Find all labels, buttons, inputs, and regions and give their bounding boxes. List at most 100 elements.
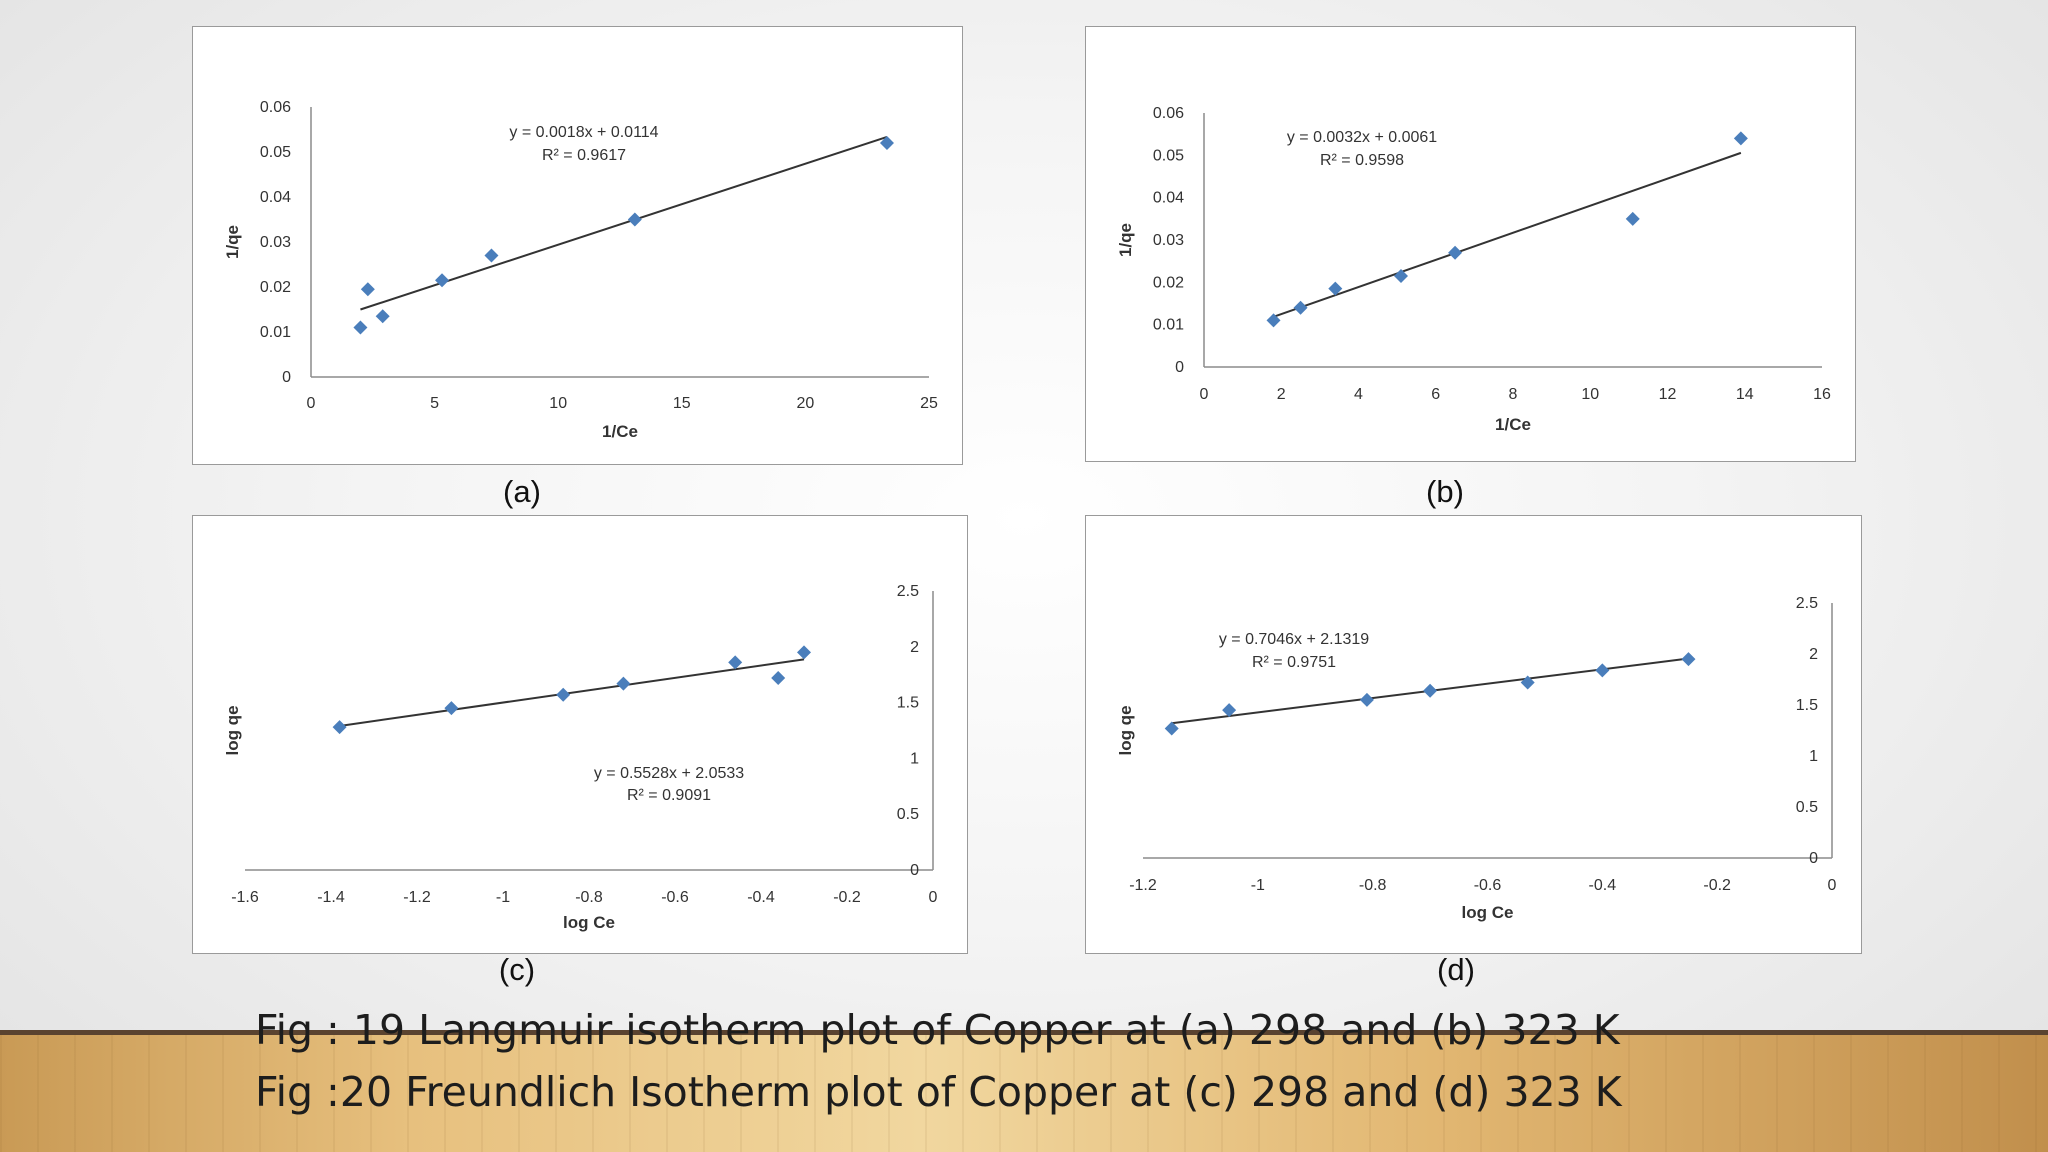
figure-caption-langmuir: Fig : 19 Langmuir isotherm plot of Coppe… bbox=[255, 1006, 1620, 1054]
data-point bbox=[435, 273, 450, 288]
data-point bbox=[1448, 245, 1463, 260]
data-point bbox=[879, 136, 894, 150]
chart-d-plot: -1.2 -1 -0.8 -0.6 -0.4 -0.2 00 0.5 1 1.5 2 2.5 log C… bbox=[1116, 595, 1837, 922]
data-point bbox=[444, 701, 459, 716]
data-point bbox=[1595, 663, 1610, 678]
y-axis-title: 1/qe bbox=[223, 225, 242, 259]
data-point bbox=[1733, 131, 1748, 146]
x-tick-label: -0.6 bbox=[661, 889, 689, 906]
y-axis-title: log qe bbox=[1116, 705, 1135, 755]
y-tick-label: 0 bbox=[1175, 359, 1184, 376]
y-tick-label: 2.5 bbox=[1796, 595, 1818, 612]
x-tick-label: -0.2 bbox=[833, 889, 861, 906]
y-tick-label: 0.02 bbox=[1153, 274, 1184, 291]
data-point bbox=[1164, 721, 1179, 736]
x-tick-label: 2 bbox=[1277, 386, 1286, 403]
x-tick-label: 25 bbox=[920, 395, 938, 412]
chart-panel-a: 0 5 10 15 20 25 0 0.01 0.02 0.03 0.04 0.05 0.06 1/Ce 1… bbox=[192, 26, 963, 465]
r-squared-label: R² = 0.9091 bbox=[627, 787, 711, 804]
data-point bbox=[1293, 300, 1308, 315]
y-tick-label: 0.03 bbox=[1153, 232, 1184, 249]
figure-caption-freundlich: Fig :20 Freundlich Isotherm plot of Copp… bbox=[255, 1068, 1622, 1116]
y-tick-label: 0 bbox=[910, 862, 919, 879]
x-tick-label: -0.4 bbox=[747, 889, 775, 906]
y-tick-label: 0.5 bbox=[1796, 799, 1818, 816]
chart-panel-b: 0 2 4 6 8 10 12 14 16 0 0.01 0.02 0.03 0.04 0.05 0.06 1/… bbox=[1085, 26, 1856, 462]
y-axis-title: log qe bbox=[223, 705, 242, 755]
y-tick-label: 1 bbox=[1809, 748, 1818, 765]
data-point bbox=[797, 645, 811, 660]
r-squared-label: R² = 0.9751 bbox=[1252, 654, 1336, 671]
x-tick-label: -0.4 bbox=[1589, 877, 1617, 894]
y-tick-label: 1.5 bbox=[1796, 697, 1818, 714]
y-tick-label: 0.06 bbox=[260, 99, 291, 116]
x-tick-label: -1.4 bbox=[317, 889, 345, 906]
y-tick-label: 0.01 bbox=[260, 324, 291, 341]
y-tick-label: 0.04 bbox=[260, 189, 291, 206]
y-tick-label: 0.04 bbox=[1153, 190, 1184, 207]
wood-floor-background bbox=[0, 1030, 2048, 1152]
trendline-equation: y = 0.5528x + 2.0533 bbox=[594, 765, 744, 782]
chart-panel-d: -1.2 -1 -0.8 -0.6 -0.4 -0.2 0 0 0.5 1 1.5 2 2.5 log C… bbox=[1085, 515, 1862, 954]
data-point bbox=[1393, 268, 1408, 283]
x-axis-title: 1/Ce bbox=[602, 422, 638, 441]
y-tick-label: 0.02 bbox=[260, 279, 291, 296]
y-axis-title: 1/qe bbox=[1116, 223, 1135, 257]
panel-label-c: (c) bbox=[498, 952, 536, 987]
data-point bbox=[1266, 313, 1281, 328]
trendline bbox=[1273, 151, 1742, 318]
x-tick-label: 4 bbox=[1354, 386, 1363, 403]
x-tick-label: -0.8 bbox=[575, 889, 603, 906]
r-squared-label: R² = 0.9617 bbox=[542, 147, 626, 164]
x-tick-label: 0 bbox=[307, 395, 316, 412]
data-point bbox=[1222, 703, 1237, 718]
r-squared-label: R² = 0.9598 bbox=[1320, 152, 1404, 169]
x-tick-label: 16 bbox=[1813, 386, 1831, 403]
data-point bbox=[1520, 675, 1535, 690]
data-point bbox=[627, 212, 642, 227]
panel-label-b: (b) bbox=[1426, 474, 1464, 509]
trendline-equation: y = 0.0018x + 0.0114 bbox=[509, 124, 658, 141]
x-tick-label: 10 bbox=[549, 395, 567, 412]
x-axis-title: 1/Ce bbox=[1495, 415, 1531, 434]
x-tick-label: 12 bbox=[1659, 386, 1677, 403]
chart-b-plot: 0 2 4 6 8 10 12 14 16 0 0.01 0.02 0.03 0.04 0.05 0.06 1/… bbox=[1116, 105, 1831, 434]
y-tick-label: 0 bbox=[1809, 850, 1818, 867]
y-tick-label: 2 bbox=[910, 639, 919, 656]
data-point bbox=[556, 687, 571, 702]
chart-c-plot: -1.6 -1.4 -1.2 -1 -0.8 -0.6 -0.4 -0.2 00 0.5 1 1.5 2… bbox=[223, 583, 938, 932]
trendline bbox=[339, 658, 805, 727]
x-axis-title: log Ce bbox=[1462, 903, 1514, 922]
x-tick-label: -1.2 bbox=[1129, 877, 1157, 894]
x-tick-label: 0 bbox=[1828, 877, 1837, 894]
y-tick-label: 0.01 bbox=[1153, 317, 1184, 334]
chart-panel-c: -1.6 -1.4 -1.2 -1 -0.8 -0.6 -0.4 -0.2 0 0 0.5 1 1.5 2… bbox=[192, 515, 968, 954]
panel-label-d: (d) bbox=[1437, 952, 1475, 987]
y-tick-label: 0 bbox=[282, 369, 291, 386]
data-point bbox=[1328, 281, 1343, 296]
data-point bbox=[1423, 683, 1438, 698]
x-tick-label: -1 bbox=[1251, 877, 1265, 894]
x-tick-label: 14 bbox=[1736, 386, 1754, 403]
y-tick-label: 2.5 bbox=[897, 583, 919, 600]
y-tick-label: 0.03 bbox=[260, 234, 291, 251]
x-tick-label: 6 bbox=[1431, 386, 1440, 403]
data-point bbox=[353, 320, 368, 335]
data-point bbox=[332, 720, 347, 735]
data-point bbox=[616, 676, 631, 691]
trendline-equation: y = 0.7046x + 2.1319 bbox=[1219, 631, 1369, 648]
data-point bbox=[360, 282, 375, 297]
y-tick-label: 0.05 bbox=[1153, 147, 1184, 164]
x-tick-label: 0 bbox=[929, 889, 938, 906]
y-tick-label: 0.06 bbox=[1153, 105, 1184, 122]
y-tick-label: 2 bbox=[1809, 646, 1818, 663]
y-tick-label: 1.5 bbox=[897, 695, 919, 712]
x-tick-label: -1.2 bbox=[403, 889, 431, 906]
data-point bbox=[484, 248, 499, 263]
x-tick-label: -1.6 bbox=[231, 889, 259, 906]
x-tick-label: 15 bbox=[673, 395, 691, 412]
chart-a-plot: 0 5 10 15 20 25 0 0.01 0.02 0.03 0.04 0.05 0.06 1/Ce 1… bbox=[223, 99, 938, 441]
data-point bbox=[771, 671, 786, 686]
data-point bbox=[1681, 652, 1696, 667]
y-tick-label: 0.05 bbox=[260, 144, 291, 161]
